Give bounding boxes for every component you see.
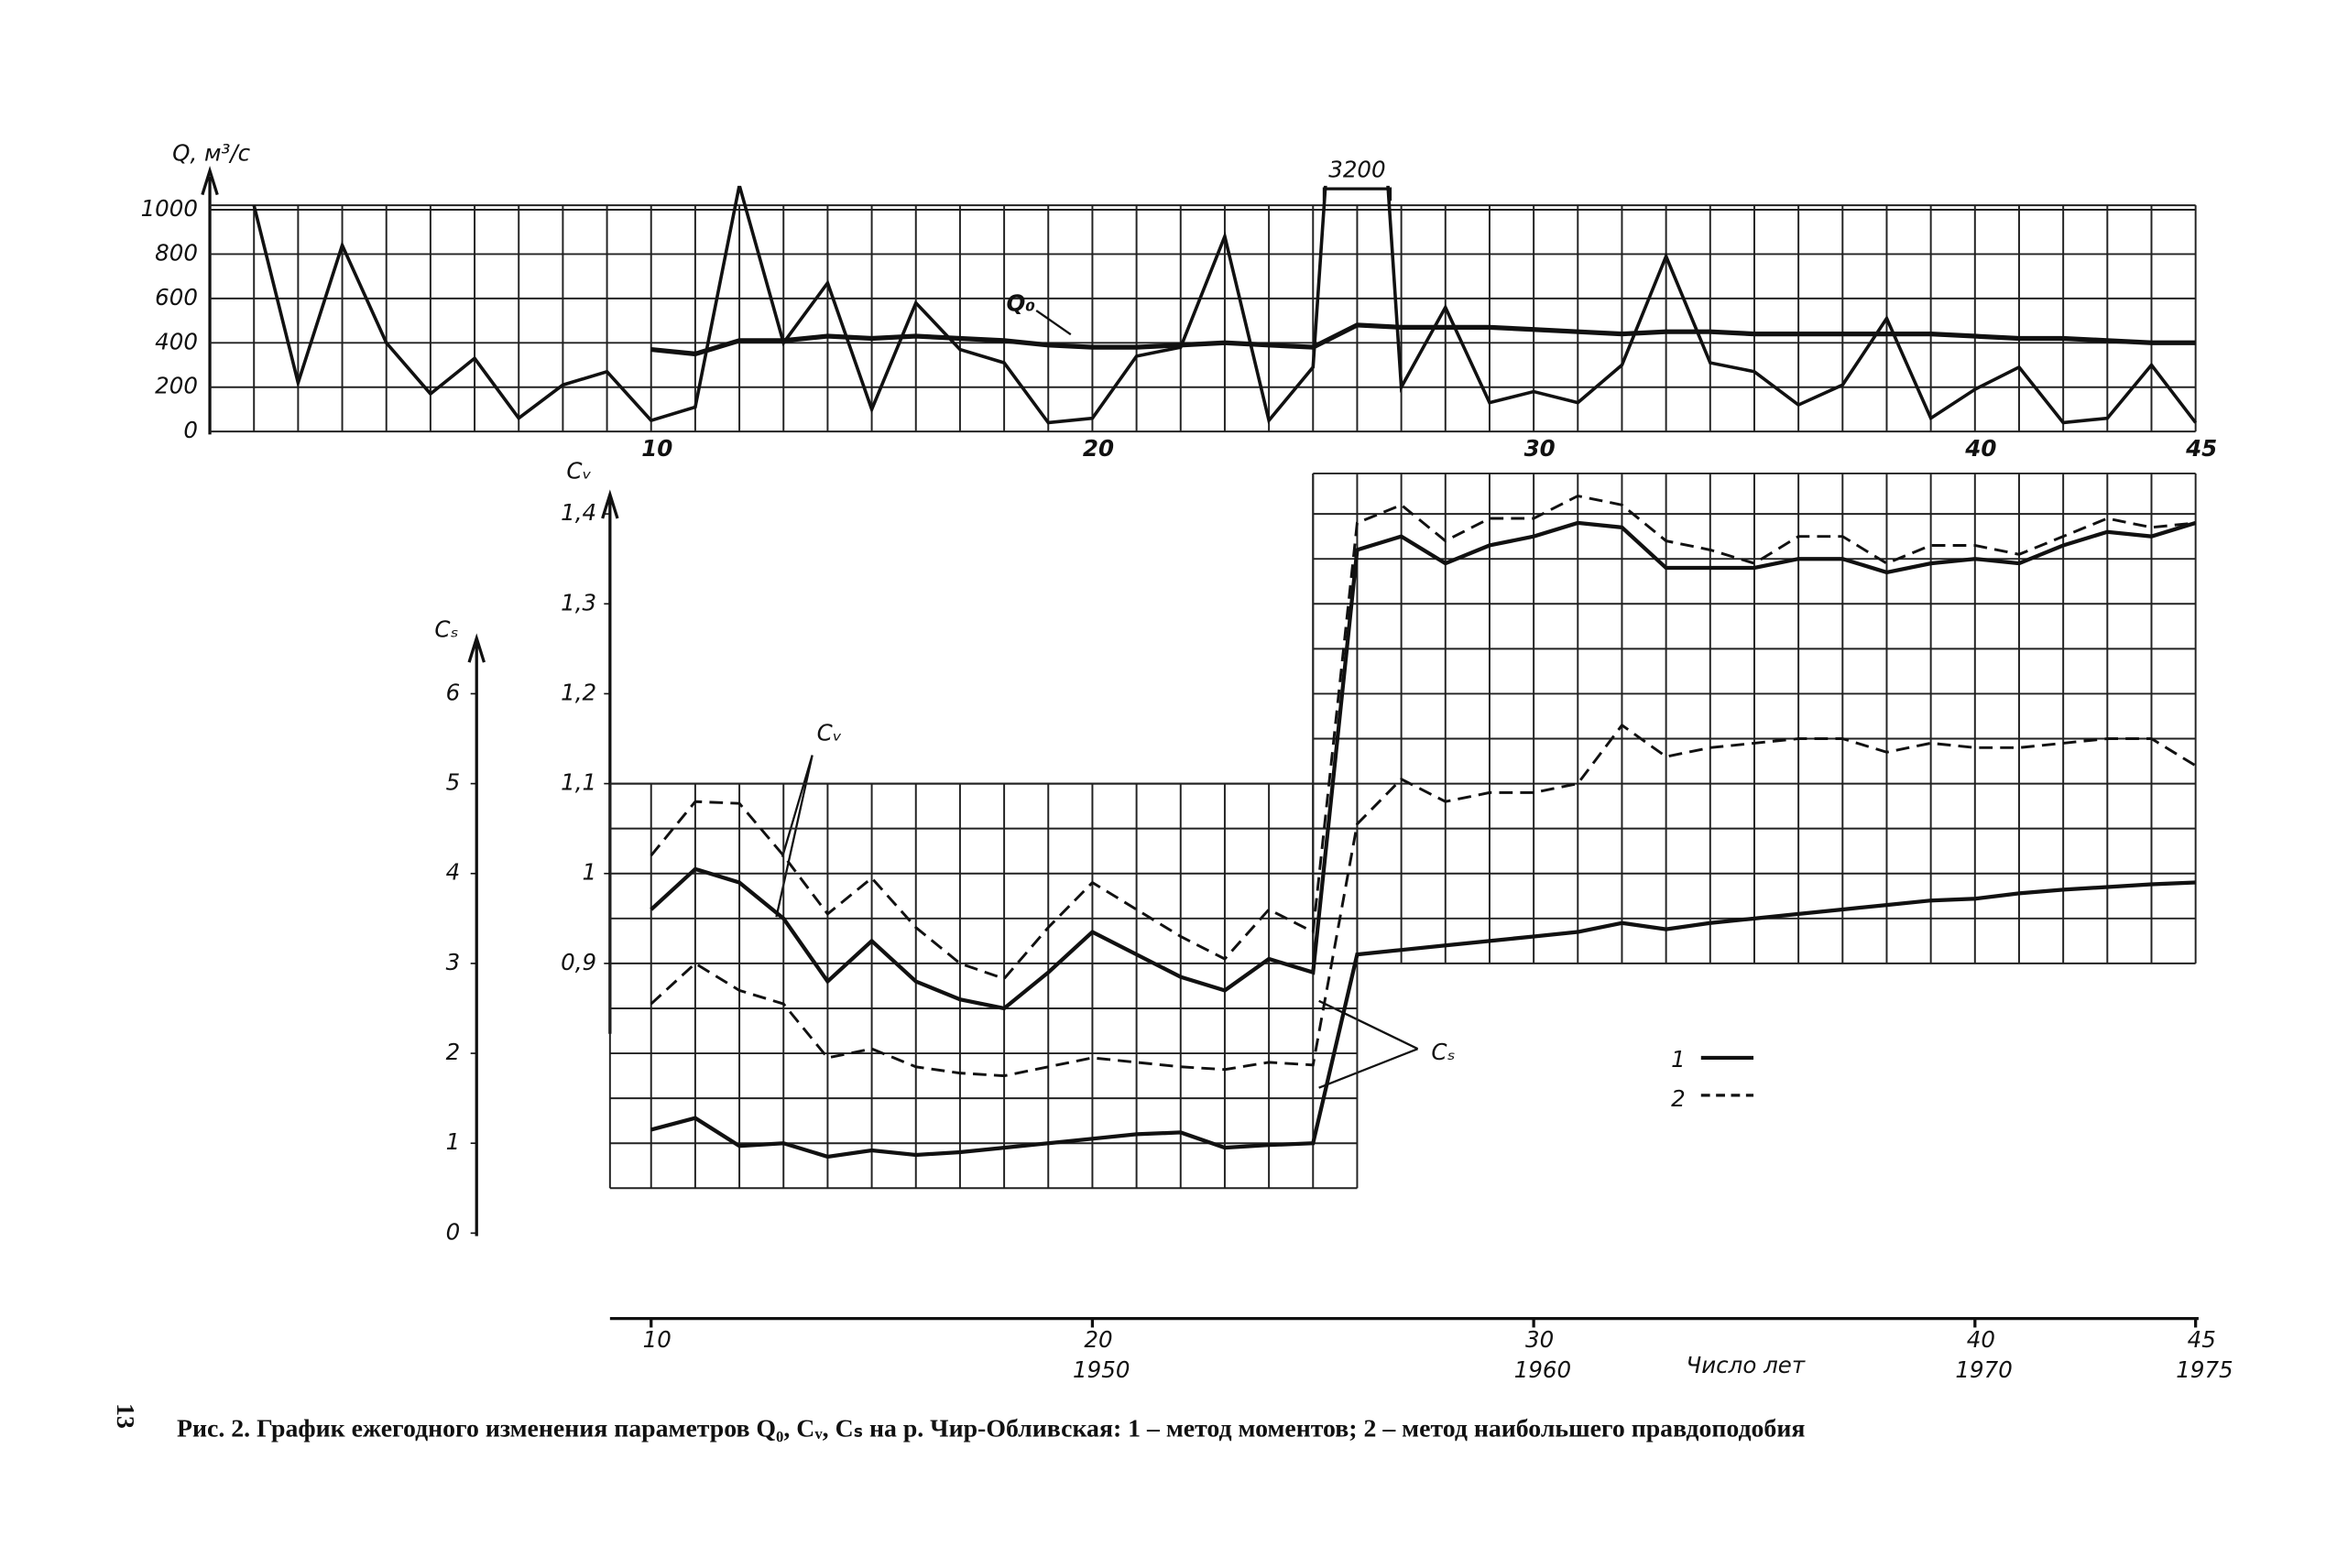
- x-year-label: 1970: [1955, 1356, 2012, 1383]
- y-tick-label: 1,2: [561, 679, 596, 705]
- cv-annotation: Cᵥ: [817, 720, 842, 746]
- y-tick-label: 400: [155, 328, 198, 354]
- cs-pointer: [1318, 999, 1419, 1089]
- x-tick-label: 20: [1083, 435, 1114, 462]
- x-year-label: 1975: [2176, 1356, 2233, 1383]
- y2-tick-label: 3: [446, 949, 461, 975]
- x-tick-label: 45: [2188, 1326, 2216, 1353]
- caption: Рис. 2. График ежегодного изменения пара…: [177, 1415, 1805, 1443]
- x-tick-label: 10: [641, 435, 672, 462]
- x-tick-label: 20: [1084, 1326, 1112, 1353]
- page-number: 13: [111, 1403, 139, 1429]
- y2-tick-label: 2: [446, 1039, 461, 1065]
- cs-annotation: Cₛ: [1431, 1039, 1455, 1065]
- legend-label: 2: [1671, 1085, 1686, 1112]
- y-tick-label: 600: [155, 284, 198, 310]
- cv-line: [650, 520, 2197, 1011]
- flow-line: [252, 185, 2198, 425]
- y2-tick-label: 6: [446, 679, 461, 705]
- x-year-label: 1950: [1073, 1356, 1130, 1383]
- mean-line: [650, 322, 2196, 357]
- y-tick-label: 0,9: [561, 949, 596, 975]
- x-tick-label: 30: [1524, 435, 1556, 462]
- y-tick-label: 1,1: [561, 769, 596, 796]
- legend-label: 1: [1671, 1046, 1686, 1073]
- label-tick: [1035, 310, 1072, 336]
- x-tick-label: 40: [1964, 435, 1996, 462]
- cs-axis-label: Cₛ: [434, 616, 458, 643]
- cv-pointer: [775, 755, 814, 918]
- y2-tick-label: 1: [446, 1128, 461, 1155]
- series-label: Q₀: [1006, 289, 1035, 316]
- q-axis: [201, 166, 219, 435]
- y2-tick-label: 4: [446, 859, 461, 886]
- y-tick-label: 1000: [141, 195, 198, 222]
- y-tick-label: 1,3: [561, 589, 596, 615]
- x-axis-label: Число лет: [1686, 1352, 1805, 1378]
- y-tick-label: 1: [583, 859, 597, 886]
- y-tick-label: 800: [155, 239, 198, 266]
- cs-line: [650, 723, 2197, 1078]
- y-tick-label: 1,4: [561, 499, 596, 526]
- q-axis-label: Q, м³/с: [172, 140, 250, 167]
- overflow-value: 3200: [1328, 156, 1385, 182]
- y2-tick-label: 0: [446, 1218, 461, 1245]
- cv-line: [650, 494, 2196, 981]
- x-tick-label: 30: [1525, 1326, 1554, 1353]
- cv-axis-label: Cᵥ: [566, 457, 591, 484]
- x-tick-label: 10: [643, 1326, 672, 1353]
- x-year-label: 1960: [1514, 1356, 1571, 1383]
- y2-tick-label: 5: [446, 769, 461, 796]
- x-tick-label: 45: [2185, 435, 2217, 462]
- x-tick-label: 40: [1967, 1326, 1995, 1353]
- q-plot: [252, 185, 2198, 425]
- y-tick-label: 200: [155, 373, 198, 399]
- overflow-bracket: [1322, 187, 1392, 201]
- cs-axis: [467, 633, 486, 1236]
- cs-line: [650, 880, 2196, 1160]
- y-tick-label: 0: [183, 417, 198, 443]
